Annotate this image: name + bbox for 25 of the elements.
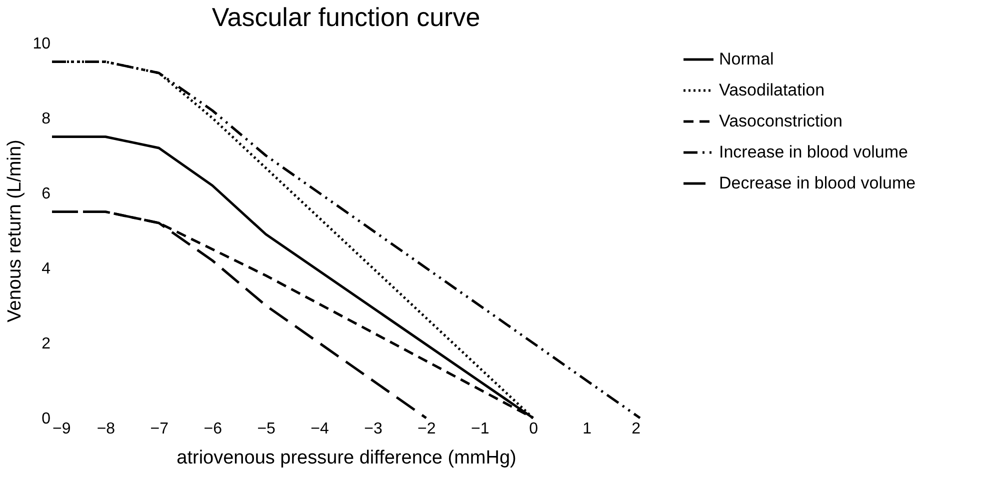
x-tick-label: −7	[150, 420, 169, 438]
x-tick-label: −3	[364, 420, 382, 438]
y-tick-label: 8	[42, 110, 51, 128]
x-tick-label: −6	[204, 420, 222, 438]
x-tick-label: −4	[310, 420, 329, 438]
legend-label: Decrease in blood volume	[719, 174, 916, 192]
legend-label: Vasodilatation	[719, 80, 825, 100]
legend-label: Increase in blood volume	[719, 142, 908, 162]
y-tick-label: 4	[42, 260, 51, 278]
x-tick-label: 0	[529, 420, 538, 438]
x-axis-title: atriovenous pressure difference (mmHg)	[176, 448, 516, 468]
x-tick-label: −9	[52, 420, 71, 438]
x-tick-label: −2	[418, 420, 436, 438]
y-tick-label: 2	[42, 336, 51, 352]
chart-title: Vascular function curve	[212, 2, 480, 32]
legend-label: Vasoconstriction	[719, 112, 842, 130]
y-tick-label: 6	[42, 186, 51, 202]
y-tick-label: 10	[32, 36, 51, 52]
legend-label: Normal	[719, 50, 774, 68]
y-axis-title: Venous return (L/min)	[4, 140, 26, 322]
x-tick-label: 1	[582, 420, 592, 438]
x-tick-label: −1	[471, 420, 490, 438]
x-tick-label: 2	[632, 420, 641, 438]
x-tick-label: −8	[96, 420, 116, 438]
x-tick-label: −5	[257, 420, 276, 438]
